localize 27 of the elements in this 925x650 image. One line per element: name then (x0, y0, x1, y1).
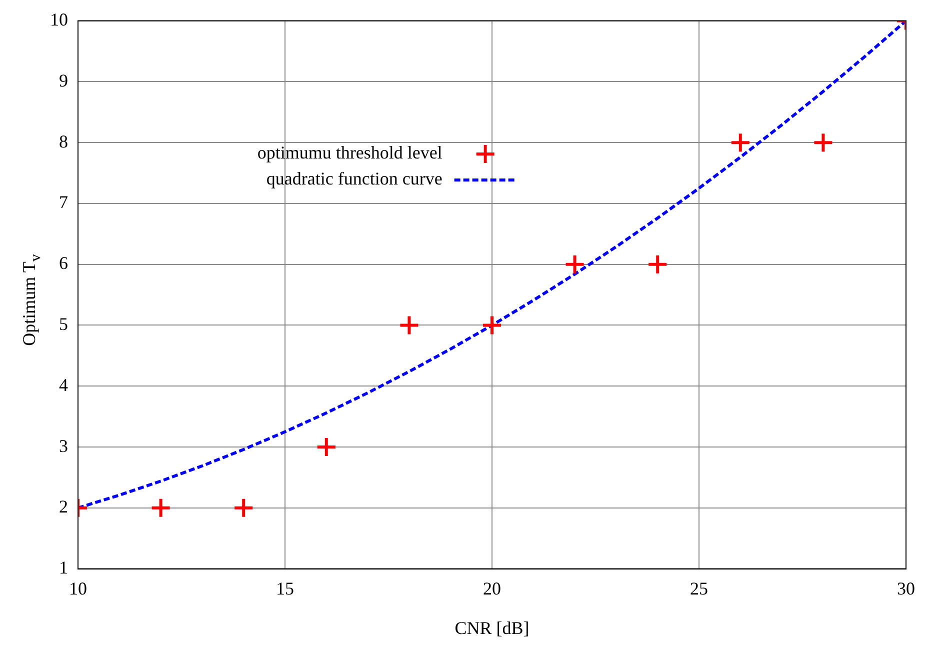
point (564, 254, 586, 275)
y-tick-label: 10 (50, 10, 68, 30)
y-tick-label: 7 (59, 192, 68, 212)
legend-label: quadratic function curve (266, 168, 442, 189)
line-series (78, 20, 906, 510)
point (812, 132, 834, 154)
point (730, 132, 751, 154)
y-tick-label: 1 (59, 558, 68, 578)
x-tick-label: 30 (897, 578, 915, 598)
y-tick-label: 5 (59, 314, 68, 334)
y-tick-label: 4 (59, 374, 68, 395)
y-tick-label: 6 (59, 253, 68, 274)
x-tick-label: 25 (690, 578, 708, 598)
y-tick-label: 8 (59, 131, 68, 152)
point (398, 314, 420, 336)
x-tick-label: 15 (276, 578, 294, 598)
point (482, 314, 502, 336)
x-tick-label: 20 (483, 578, 501, 598)
x-axis-title: CNR [dB] (454, 618, 530, 638)
point (647, 254, 668, 275)
legend-label: optimumu threshold level (257, 142, 442, 163)
point (233, 497, 254, 518)
y-tick-label: 9 (59, 70, 68, 90)
y-tick-label: 2 (59, 496, 68, 517)
point (316, 436, 337, 458)
y-tick-label: 3 (59, 436, 68, 456)
point (150, 497, 172, 518)
